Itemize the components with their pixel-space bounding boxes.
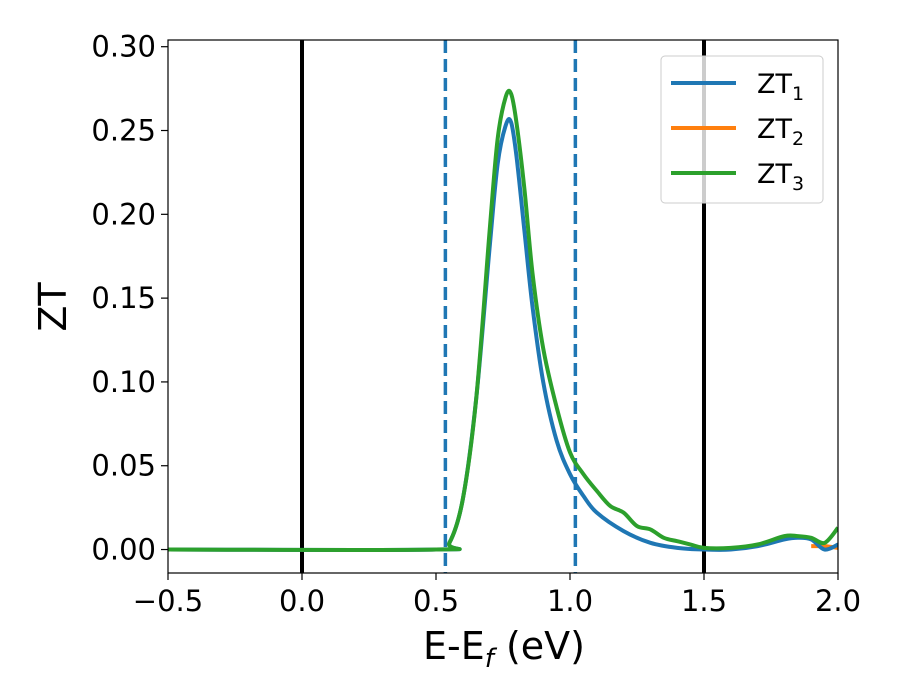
legend-label-subscript: 1 bbox=[792, 83, 804, 105]
y-tick-label: 0.30 bbox=[91, 30, 156, 64]
x-tick-label: 0.5 bbox=[413, 584, 459, 618]
legend-label-subscript: 2 bbox=[792, 128, 804, 150]
y-tick-label: 0.15 bbox=[91, 281, 156, 315]
series-line-zt3 bbox=[168, 88, 838, 553]
y-tick-label: 0.00 bbox=[91, 533, 156, 567]
x-tick-label: 0.0 bbox=[279, 584, 325, 618]
legend-label-main: ZT bbox=[757, 69, 792, 100]
axes: −0.5 0.0 0.5 1.0 1.5 2.0 0.00 0.05 0.10 0.15 0.20 0… bbox=[91, 30, 861, 618]
legend-label-subscript: 3 bbox=[792, 173, 804, 195]
y-tick-label: 0.20 bbox=[91, 197, 156, 231]
y-tick-label: 0.25 bbox=[91, 114, 156, 148]
x-tick-label: 1.0 bbox=[547, 584, 593, 618]
x-axis-label: E-Ef (eV) bbox=[423, 624, 585, 674]
legend-box bbox=[660, 55, 824, 204]
axes-frame bbox=[167, 39, 839, 574]
legend-label-zt2: ZT2 bbox=[757, 114, 804, 150]
y-axis-label: ZT bbox=[31, 282, 75, 332]
y-tick-label: 0.10 bbox=[91, 365, 156, 399]
x-tick-label: 2.0 bbox=[815, 584, 861, 618]
legend-label-main: ZT bbox=[757, 114, 792, 145]
x-axis-label-main: E-E bbox=[423, 624, 485, 668]
legend-label-zt3: ZT3 bbox=[757, 159, 804, 195]
x-tick-label: −0.5 bbox=[133, 584, 203, 618]
x-axis-label-unit: (eV) bbox=[494, 624, 585, 668]
legend-label-zt1: ZT1 bbox=[757, 69, 804, 105]
x-tick-label: 1.5 bbox=[681, 584, 727, 618]
y-tick-label: 0.05 bbox=[91, 449, 156, 483]
legend-label-main: ZT bbox=[757, 159, 792, 190]
